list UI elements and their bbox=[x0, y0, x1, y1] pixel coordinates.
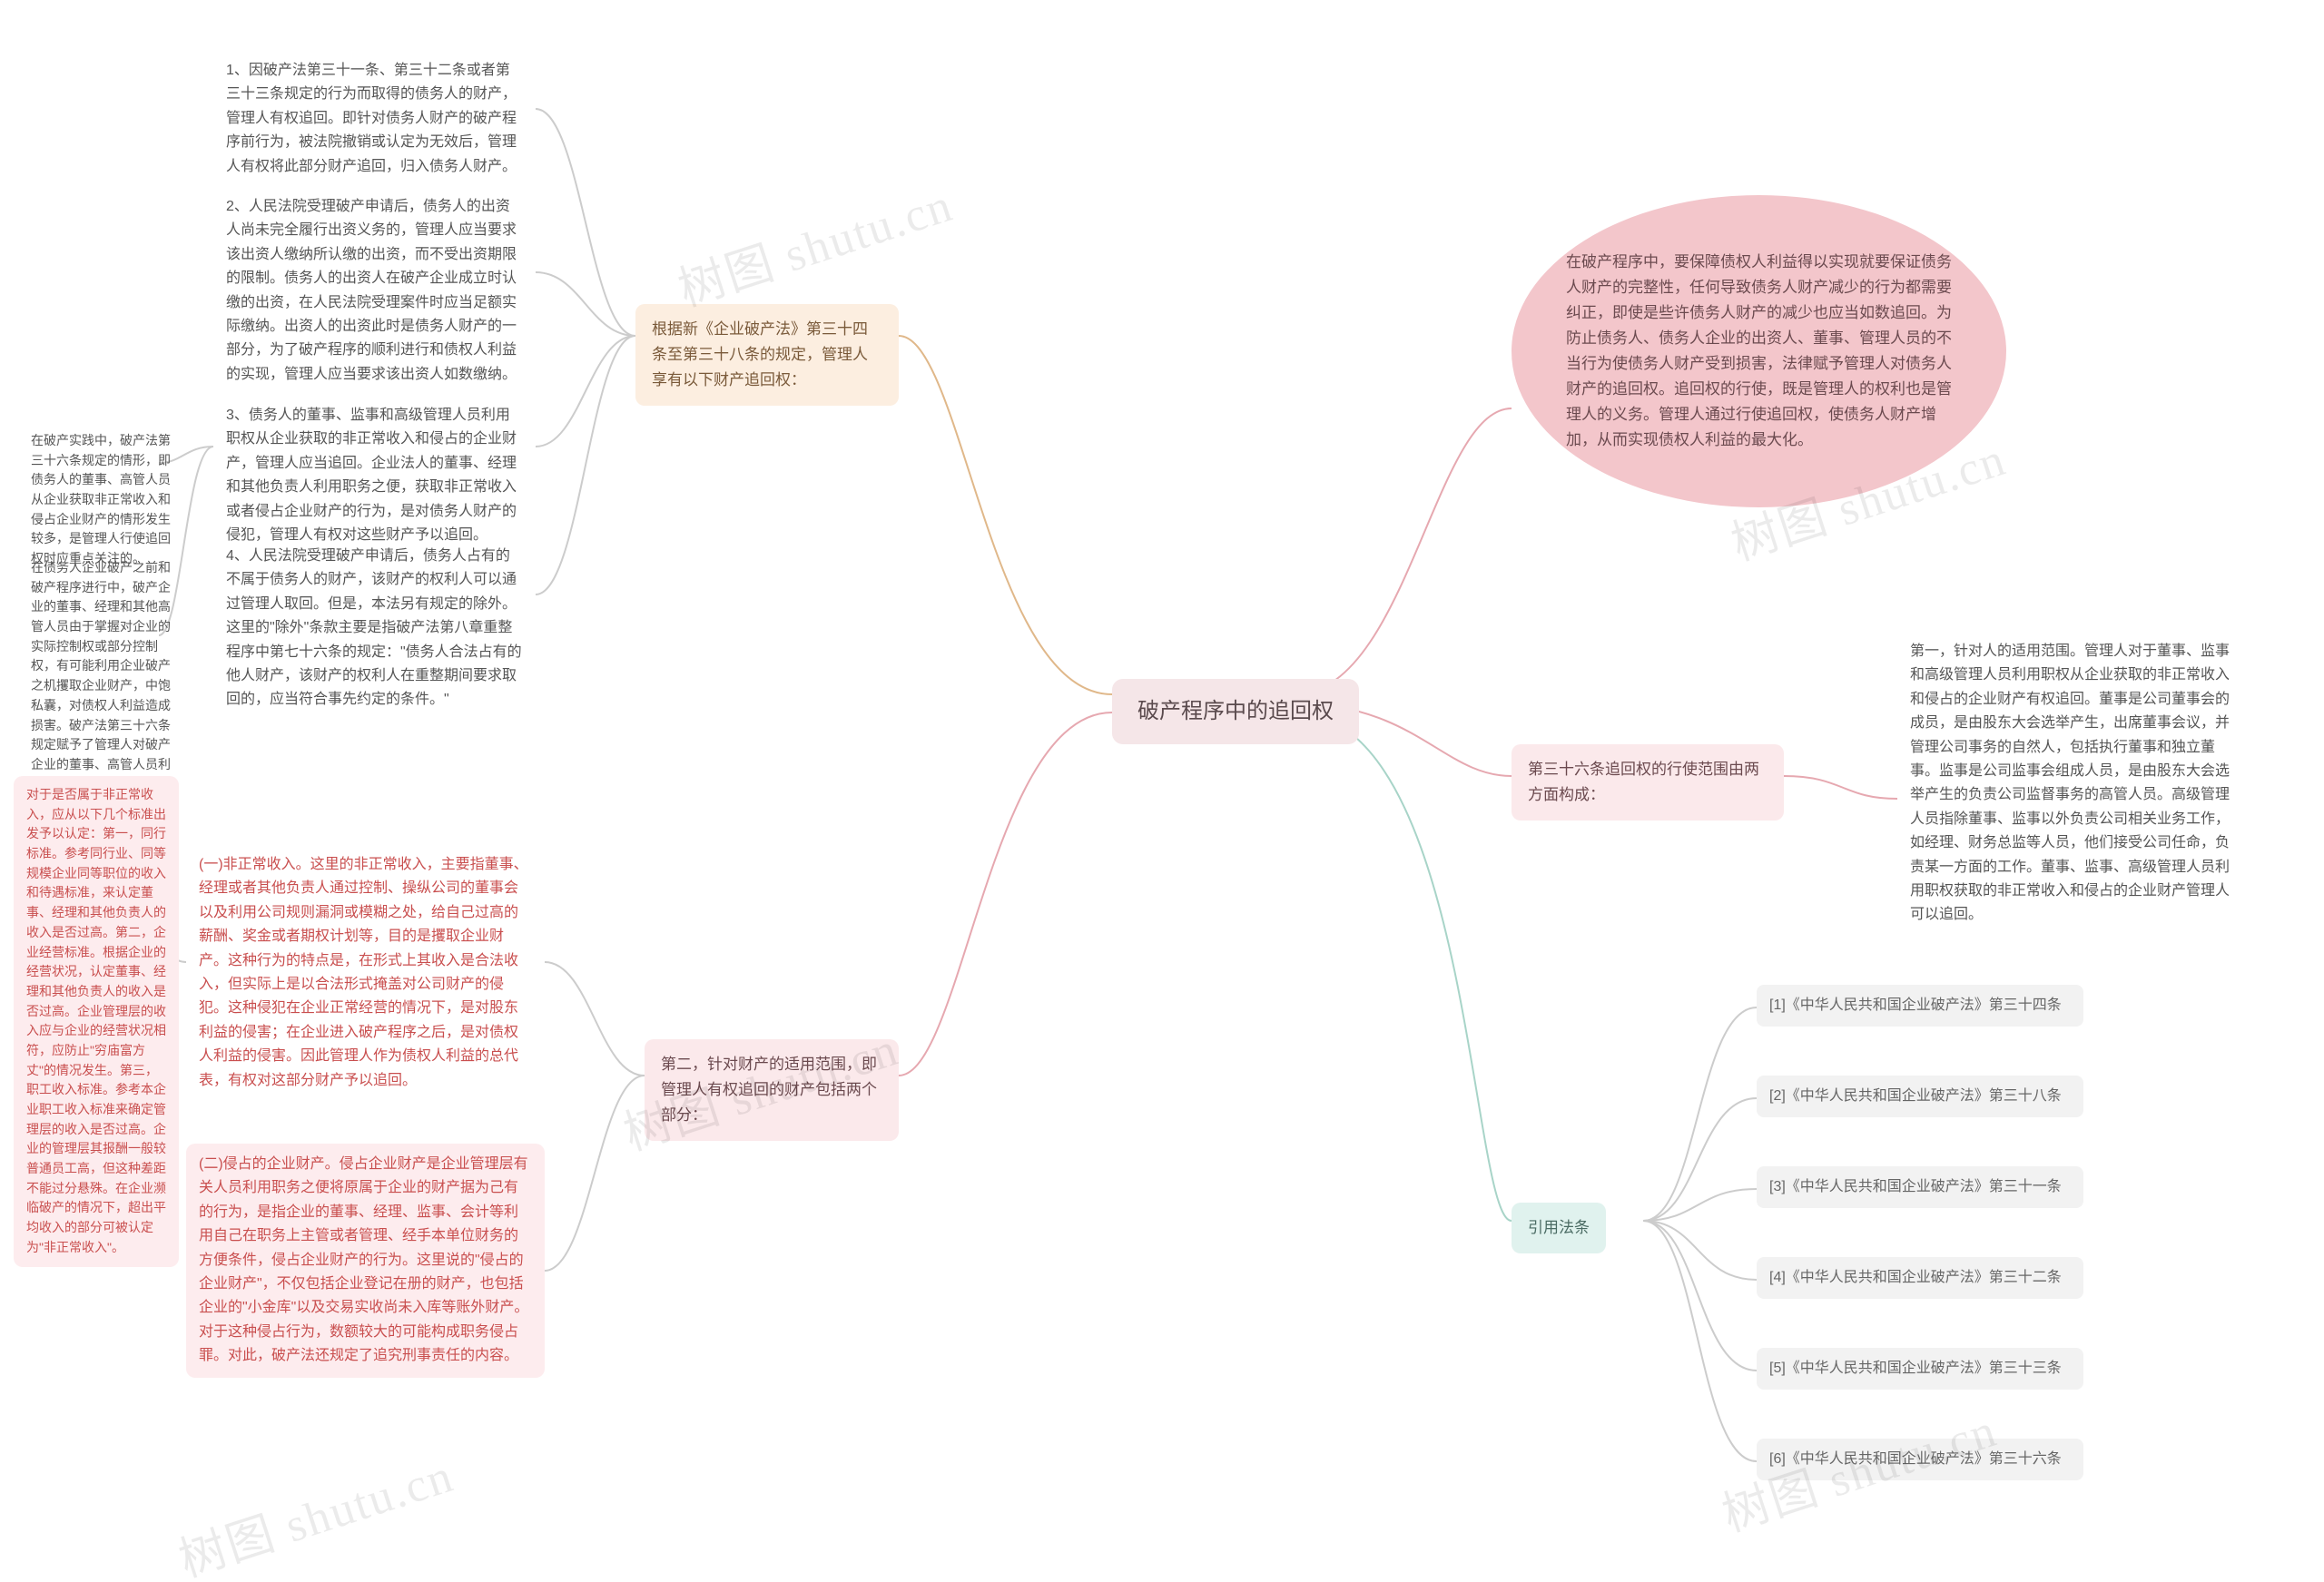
connector-edge bbox=[1294, 408, 1512, 694]
connector-edge bbox=[545, 962, 645, 1076]
connector-edge bbox=[536, 109, 635, 336]
connector-edge bbox=[536, 272, 635, 336]
article34-item-2: 2、人民法院受理破产申请后，债务人的出资人尚未完全履行出资义务的，管理人应当要求… bbox=[213, 186, 536, 396]
law-ref-4-text: [4]《中华人民共和国企业破产法》第三十二条 bbox=[1769, 1270, 2062, 1285]
watermark: 树图 shutu.cn bbox=[169, 1437, 461, 1582]
article34-item-3-text: 3、债务人的董事、监事和高级管理人员利用职权从企业获取的非正常收入和侵占的企业财… bbox=[226, 408, 517, 543]
connector-edge bbox=[1294, 712, 1512, 1221]
second-one-node: (一)非正常收入。这里的非正常收入，主要指董事、经理或者其他负责人通过控制、操纵… bbox=[186, 844, 545, 1102]
article34-title-node: 根据新《企业破产法》第三十四条至第三十八条的规定，管理人享有以下财产追回权： bbox=[635, 304, 899, 406]
article36-first-text: 第一，针对人的适用范围。管理人对于董事、监事和高级管理人员利用职权从企业获取的非… bbox=[1910, 644, 2230, 922]
law-ref-6-text: [6]《中华人民共和国企业破产法》第三十六条 bbox=[1769, 1451, 2062, 1467]
second-title-node: 第二，针对财产的适用范围，即管理人有权追回的财产包括两个部分： bbox=[645, 1039, 899, 1141]
second-two-text: (二)侵占的企业财产。侵占企业财产是企业管理层有关人员利用职务之便将原属于企业的… bbox=[199, 1156, 528, 1363]
law-ref-4: [4]《中华人民共和国企业破产法》第三十二条 bbox=[1757, 1257, 2083, 1299]
connector-edge bbox=[536, 336, 635, 447]
law-ref-5-text: [5]《中华人民共和国企业破产法》第三十三条 bbox=[1769, 1361, 2062, 1376]
intro-text: 在破产程序中，要保障债权人利益得以实现就要保证债务人财产的完整性，任何导致债务人… bbox=[1566, 253, 1952, 448]
connector-edge bbox=[1643, 1221, 1757, 1280]
connector-edge bbox=[1643, 1007, 1757, 1221]
red-criteria-node: 对于是否属于非正常收入，应从以下几个标准出发予以认定：第一，同行标准。参考同行业… bbox=[14, 776, 179, 1267]
second-one-text: (一)非正常收入。这里的非正常收入，主要指董事、经理或者其他负责人通过控制、操纵… bbox=[199, 857, 528, 1088]
article34-item-1-text: 1、因破产法第三十一条、第三十二条或者第三十三条规定的行为而取得的债务人的财产，… bbox=[226, 63, 517, 174]
connector-edge bbox=[899, 336, 1112, 694]
cite-title-node: 引用法条 bbox=[1512, 1203, 1606, 1253]
article34-item-1: 1、因破产法第三十一条、第三十二条或者第三十三条规定的行为而取得的债务人的财产，… bbox=[213, 50, 536, 188]
law-ref-1: [1]《中华人民共和国企业破产法》第三十四条 bbox=[1757, 985, 2083, 1027]
article34-item-4: 4、人民法院受理破产申请后，债务人占有的不属于债务人的财产，该财产的权利人可以通… bbox=[213, 536, 536, 722]
article36-first-node: 第一，针对人的适用范围。管理人对于董事、监事和高级管理人员利用职权从企业获取的非… bbox=[1897, 631, 2251, 937]
connector-edge bbox=[1643, 1221, 1757, 1371]
law-ref-2: [2]《中华人民共和国企业破产法》第三十八条 bbox=[1757, 1076, 2083, 1117]
watermark: 树图 shutu.cn bbox=[668, 166, 960, 319]
connector-edge bbox=[1643, 1189, 1757, 1221]
connector-edge bbox=[1643, 1221, 1757, 1461]
root-node: 破产程序中的追回权 bbox=[1112, 679, 1359, 744]
second-title-text: 第二，针对财产的适用范围，即管理人有权追回的财产包括两个部分： bbox=[661, 1056, 877, 1124]
intro-node: 在破产程序中，要保障债权人利益得以实现就要保证债务人财产的完整性，任何导致债务人… bbox=[1512, 195, 2006, 507]
law-ref-5: [5]《中华人民共和国企业破产法》第三十三条 bbox=[1757, 1348, 2083, 1390]
law-ref-3: [3]《中华人民共和国企业破产法》第三十一条 bbox=[1757, 1166, 2083, 1208]
article36-title-text: 第三十六条追回权的行使范围由两方面构成： bbox=[1528, 761, 1759, 803]
connector-edge bbox=[1643, 1098, 1757, 1221]
article34-item-4-text: 4、人民法院受理破产申请后，债务人占有的不属于债务人的财产，该财产的权利人可以通… bbox=[226, 548, 522, 707]
connector-edge bbox=[1784, 776, 1897, 799]
cite-title-text: 引用法条 bbox=[1528, 1219, 1590, 1236]
law-ref-3-text: [3]《中华人民共和国企业破产法》第三十一条 bbox=[1769, 1179, 2062, 1194]
article34-item-3: 3、债务人的董事、监事和高级管理人员利用职权从企业获取的非正常收入和侵占的企业财… bbox=[213, 395, 536, 556]
law-ref-6: [6]《中华人民共和国企业破产法》第三十六条 bbox=[1757, 1439, 2083, 1480]
article34-item-2-text: 2、人民法院受理破产申请后，债务人的出资人尚未完全履行出资义务的，管理人应当要求… bbox=[226, 199, 517, 382]
article36-title-node: 第三十六条追回权的行使范围由两方面构成： bbox=[1512, 744, 1784, 820]
connector-edge bbox=[899, 712, 1112, 1076]
red-criteria-text: 对于是否属于非正常收入，应从以下几个标准出发予以认定：第一，同行标准。参考同行业… bbox=[26, 787, 166, 1254]
article34-title-text: 根据新《企业破产法》第三十四条至第三十八条的规定，管理人享有以下财产追回权： bbox=[652, 320, 868, 388]
law-ref-1-text: [1]《中华人民共和国企业破产法》第三十四条 bbox=[1769, 997, 2062, 1013]
note-a-text: 在破产实践中，破产法第三十六条规定的情形，即债务人的董事、高管人员从企业获取非正… bbox=[31, 433, 171, 565]
connector-edge bbox=[536, 336, 635, 594]
law-ref-2-text: [2]《中华人民共和国企业破产法》第三十八条 bbox=[1769, 1088, 2062, 1104]
connector-edge bbox=[545, 1076, 645, 1271]
second-two-node: (二)侵占的企业财产。侵占企业财产是企业管理层有关人员利用职务之便将原属于企业的… bbox=[186, 1144, 545, 1378]
root-text: 破产程序中的追回权 bbox=[1137, 699, 1334, 723]
